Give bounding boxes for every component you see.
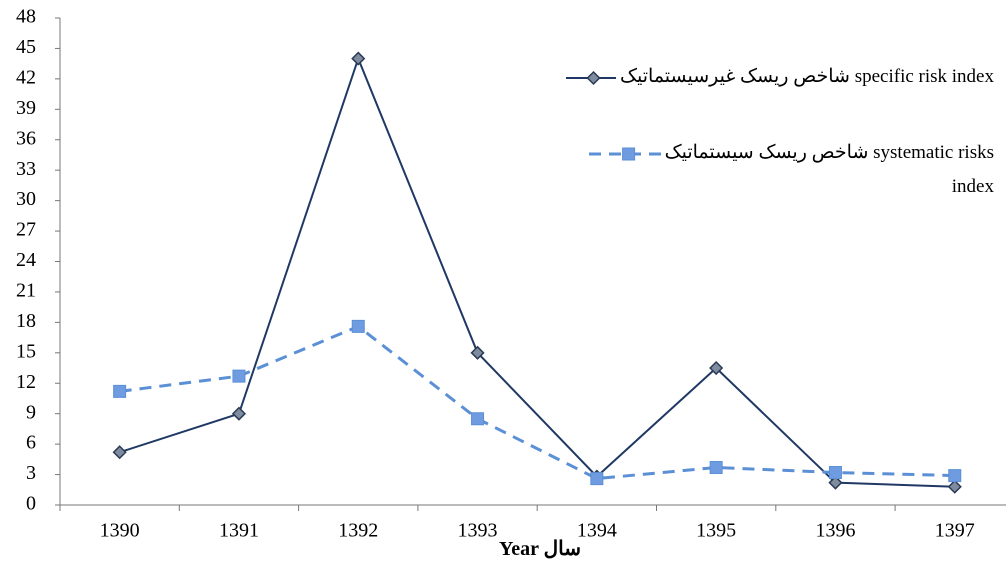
legend-item: شاخص ریسک سیستماتیک systematic risks ind… (569, 136, 994, 204)
square-marker (948, 469, 962, 483)
y-tick-label: 6 (26, 432, 36, 454)
diamond-marker (351, 51, 366, 66)
y-tick-label: 15 (16, 340, 36, 362)
diamond-marker (828, 475, 843, 490)
y-tick-label: 12 (16, 371, 36, 393)
square-marker (709, 460, 723, 474)
y-tick-label: 36 (16, 127, 36, 149)
y-tick-label: 0 (26, 493, 36, 515)
y-tick-label: 42 (16, 66, 36, 88)
diamond-marker (470, 345, 485, 360)
y-tick-label: 21 (16, 280, 36, 302)
x-tick-label: 1396 (815, 520, 855, 542)
x-tick-label: 1391 (219, 520, 259, 542)
legend-label: شاخص ریسک غیرسیستماتیک specific risk ind… (620, 66, 994, 87)
diamond-marker (709, 360, 724, 376)
y-tick-label: 27 (16, 219, 36, 241)
square-marker (590, 472, 604, 486)
x-tick-label: 1392 (338, 520, 378, 542)
square-marker (621, 147, 635, 161)
y-tick-label: 39 (16, 97, 36, 119)
square-marker (232, 369, 246, 383)
square-marker (471, 412, 485, 426)
legend-swatch (566, 70, 616, 85)
x-tick-label: 1393 (458, 520, 498, 542)
series-line (119, 324, 955, 481)
y-tick-label: 3 (26, 462, 36, 484)
x-tick-label: 1394 (577, 520, 617, 542)
square-marker (828, 466, 842, 480)
y-tick-label: 33 (16, 158, 36, 180)
square-marker (113, 384, 127, 398)
legend-label: شاخص ریسک سیستماتیک systematic risks ind… (664, 142, 994, 197)
x-tick-label: 1395 (696, 520, 736, 542)
square-marker (351, 319, 365, 333)
series-line (119, 55, 955, 488)
y-tick-label: 45 (16, 36, 36, 58)
diamond-marker (231, 406, 247, 421)
x-tick-label: 1390 (100, 520, 140, 542)
y-tick-label: 48 (16, 6, 36, 28)
y-tick-label: 24 (16, 249, 36, 271)
diamond-marker (112, 445, 127, 460)
y-tick-label: 30 (16, 188, 36, 210)
x-tick-label: 1397 (935, 520, 975, 542)
legend-swatch (588, 147, 661, 161)
x-axis-title: Year سال (498, 538, 581, 560)
legend-item: شاخص ریسک غیرسیستماتیک specific risk ind… (494, 60, 994, 94)
diamond-marker (947, 479, 962, 494)
diamond-marker (586, 70, 601, 85)
y-tick-label: 18 (16, 310, 36, 332)
y-tick-label: 9 (26, 401, 36, 423)
